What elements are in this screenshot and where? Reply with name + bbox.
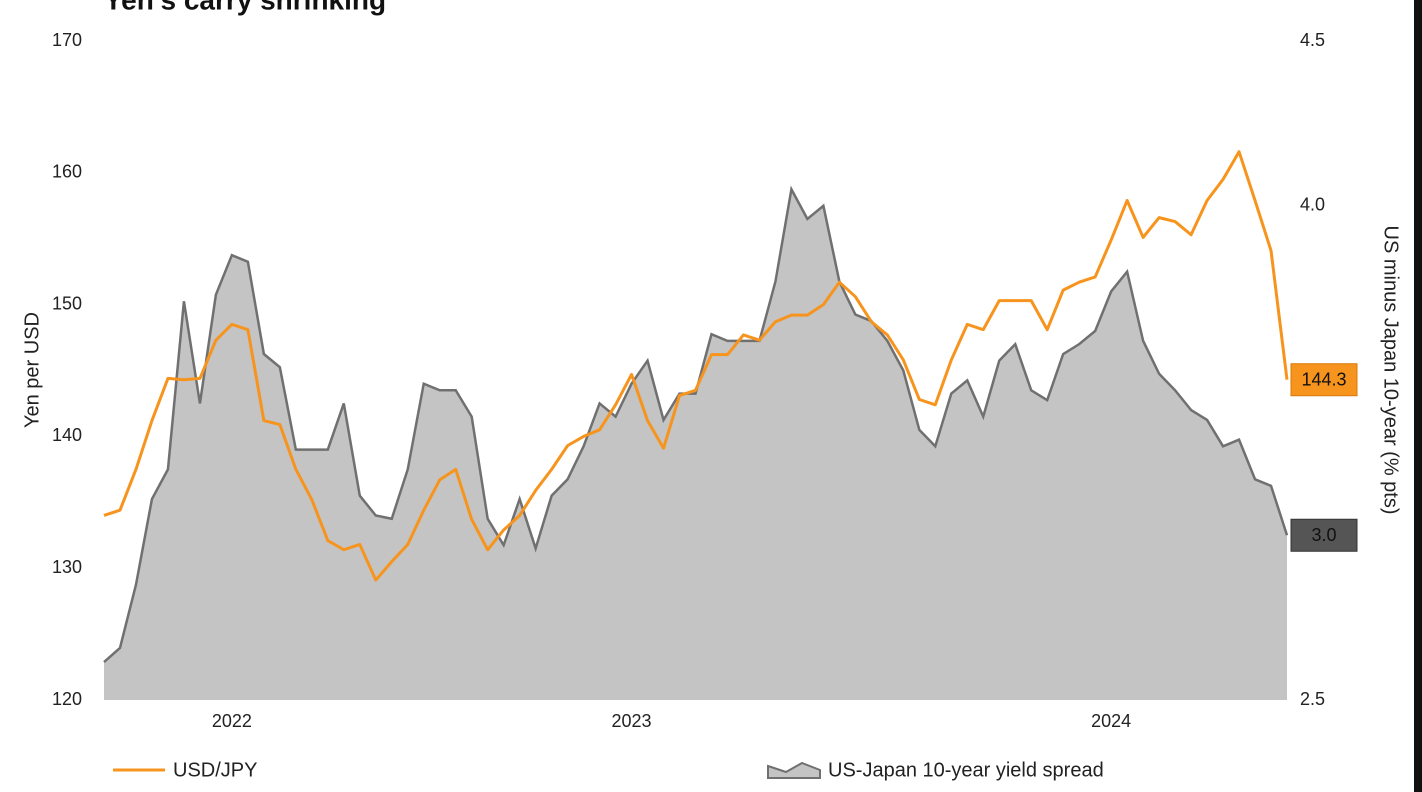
y-tick-label: 130 [52, 557, 82, 577]
edge-bar [1414, 0, 1422, 792]
y-tick-label: 120 [52, 689, 82, 709]
y-tick-label: 140 [52, 425, 82, 445]
y-axis-label: Yen per USD [21, 312, 43, 428]
x-tick-label: 2023 [612, 711, 652, 731]
x-tick-label: 2024 [1091, 711, 1131, 731]
y-tick-label: 160 [52, 162, 82, 182]
end-label: 3.0 [1311, 525, 1336, 545]
chart-title: Yen's carry shrinking [104, 0, 386, 15]
spread-area [104, 189, 1287, 700]
y2-tick-label: 2.5 [1300, 689, 1325, 709]
usd-jpy-line [103, 150, 1289, 582]
legend-label: US-Japan 10-year yield spread [828, 759, 1104, 781]
y-tick-label: 150 [52, 293, 82, 313]
end-label-box [1290, 518, 1358, 552]
y-tick-label: 170 [52, 30, 82, 50]
y2-tick-label: 4.0 [1300, 195, 1325, 215]
spread-line [103, 185, 1289, 664]
end-label: 144.3 [1301, 369, 1346, 389]
legend-label: USD/JPY [173, 759, 257, 781]
x-tick-label: 2022 [212, 711, 252, 731]
end-label-box [1290, 363, 1358, 397]
legend-swatch [767, 761, 821, 779]
y2-tick-label: 4.5 [1300, 30, 1325, 50]
y2-axis-label: US minus Japan 10-year (% pts) [1380, 225, 1402, 514]
